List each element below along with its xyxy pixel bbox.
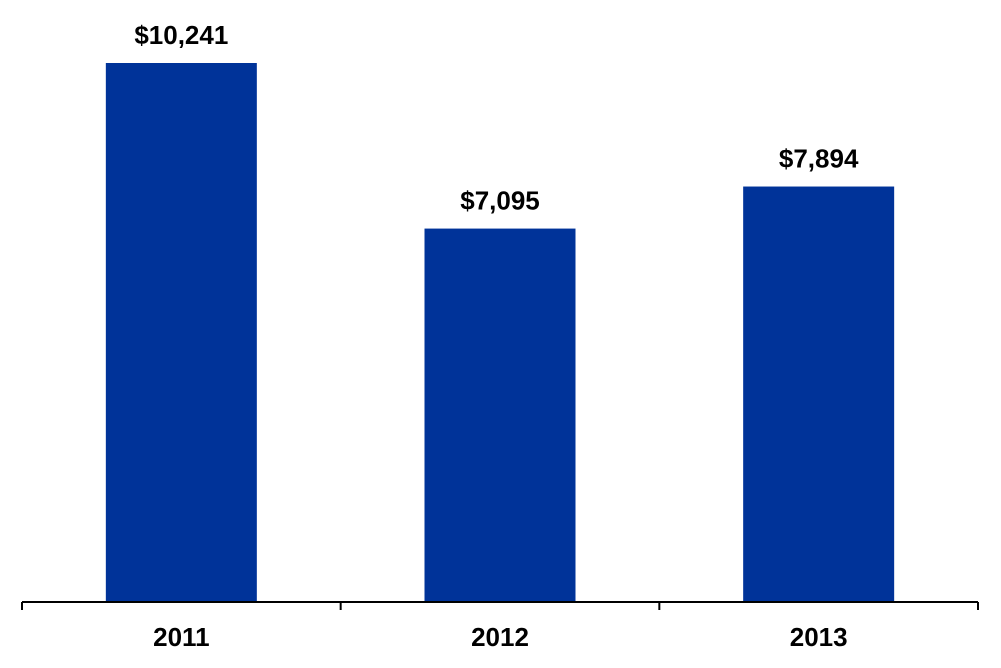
data-label-2012: $7,095 — [460, 186, 540, 216]
bar-2011 — [105, 63, 257, 602]
data-label-2013: $7,894 — [779, 144, 859, 174]
x-tick-label-2013: 2013 — [790, 622, 848, 652]
x-tick-label-2012: 2012 — [471, 622, 529, 652]
x-tick-label-2011: 2011 — [153, 622, 209, 652]
bar-2013 — [743, 186, 895, 603]
bar-2012 — [424, 228, 576, 602]
data-label-2011: $10,241 — [134, 20, 228, 50]
